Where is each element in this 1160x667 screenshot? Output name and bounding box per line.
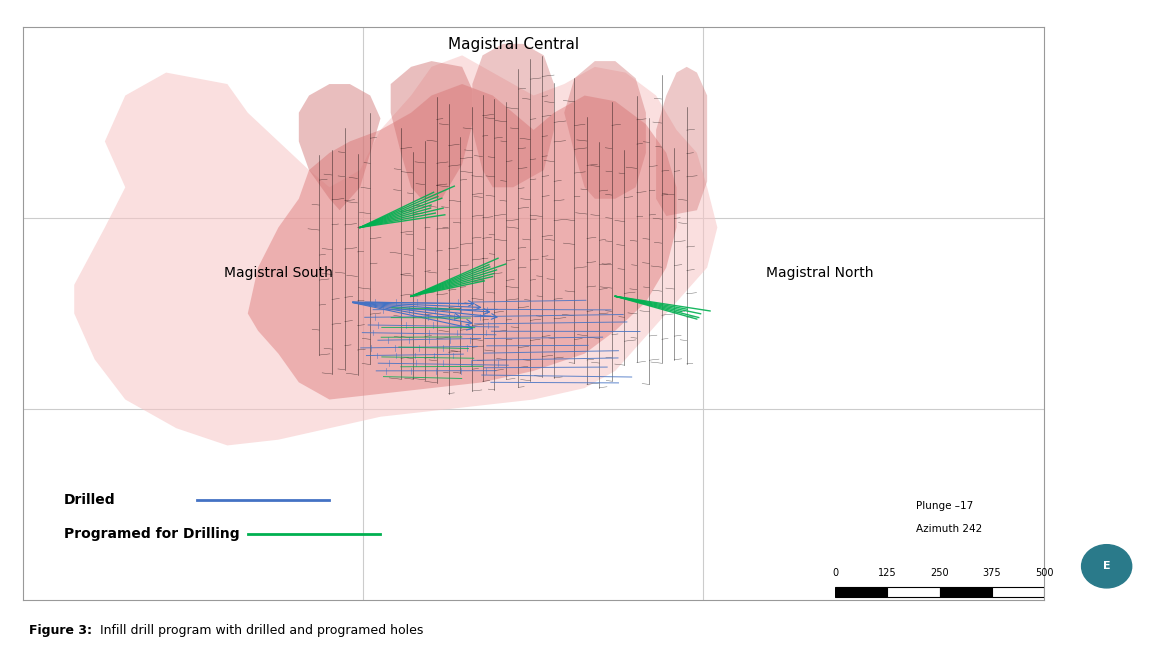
Bar: [992, 587, 1044, 598]
Text: Magistral South: Magistral South: [224, 266, 333, 280]
Polygon shape: [564, 61, 646, 199]
Text: 375: 375: [983, 568, 1001, 578]
Bar: [835, 587, 887, 598]
Bar: [887, 587, 940, 598]
Text: Figure 3:: Figure 3:: [29, 624, 92, 637]
Text: 0: 0: [832, 568, 839, 578]
Text: E: E: [1103, 562, 1110, 571]
Polygon shape: [248, 84, 676, 400]
Text: Magistral North: Magistral North: [766, 266, 873, 280]
Bar: [940, 587, 992, 598]
Text: Drilled: Drilled: [64, 493, 116, 507]
Text: 500: 500: [1035, 568, 1053, 578]
Text: Plunge –17: Plunge –17: [916, 501, 973, 511]
Polygon shape: [657, 67, 708, 216]
Polygon shape: [391, 61, 472, 199]
Text: Azimuth 242: Azimuth 242: [916, 524, 983, 534]
Polygon shape: [472, 44, 554, 187]
Text: Programed for Drilling: Programed for Drilling: [64, 528, 240, 542]
Text: 125: 125: [878, 568, 897, 578]
Text: Infill drill program with drilled and programed holes: Infill drill program with drilled and pr…: [96, 624, 423, 637]
Text: Magistral Central: Magistral Central: [448, 37, 579, 53]
Text: 250: 250: [930, 568, 949, 578]
Polygon shape: [74, 55, 717, 446]
Polygon shape: [299, 84, 380, 210]
Circle shape: [1081, 545, 1132, 588]
